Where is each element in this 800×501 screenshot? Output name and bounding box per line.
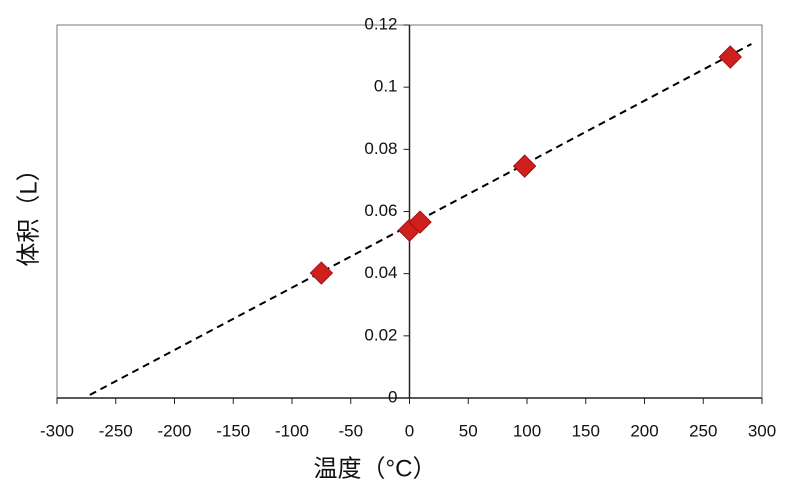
x-tick-label: -200 xyxy=(157,421,191,440)
x-tick-label: 250 xyxy=(689,421,717,440)
y-axis-title: 体积（L） xyxy=(15,157,42,266)
y-tick-label: 0.04 xyxy=(364,263,397,282)
point xyxy=(408,210,432,234)
y-tick-label: 0.06 xyxy=(364,201,397,220)
point xyxy=(309,261,334,285)
x-tick-label: -250 xyxy=(99,421,133,440)
x-axis-title: 温度（°C） xyxy=(314,455,437,482)
x-tick-label: 0 xyxy=(405,421,414,440)
x-tick-label: 150 xyxy=(572,421,600,440)
x-tick-label: 200 xyxy=(630,421,658,440)
y-tick-label: 0.12 xyxy=(364,14,397,33)
x-tick-label: -300 xyxy=(40,421,74,440)
point xyxy=(718,45,742,69)
x-tick-label: 50 xyxy=(459,421,478,440)
x-tick-label: -150 xyxy=(216,421,250,440)
x-tick-label: 100 xyxy=(513,421,541,440)
x-tick-label: -50 xyxy=(338,421,363,440)
x-tick-label: -100 xyxy=(275,421,309,440)
y-tick-label: 0.1 xyxy=(374,77,398,96)
y-tick-label: 0.02 xyxy=(364,325,397,344)
x-tick-label: 300 xyxy=(748,421,776,440)
point xyxy=(512,154,537,178)
y-tick-label: 0 xyxy=(388,387,397,406)
y-tick-label: 0.08 xyxy=(364,139,397,158)
